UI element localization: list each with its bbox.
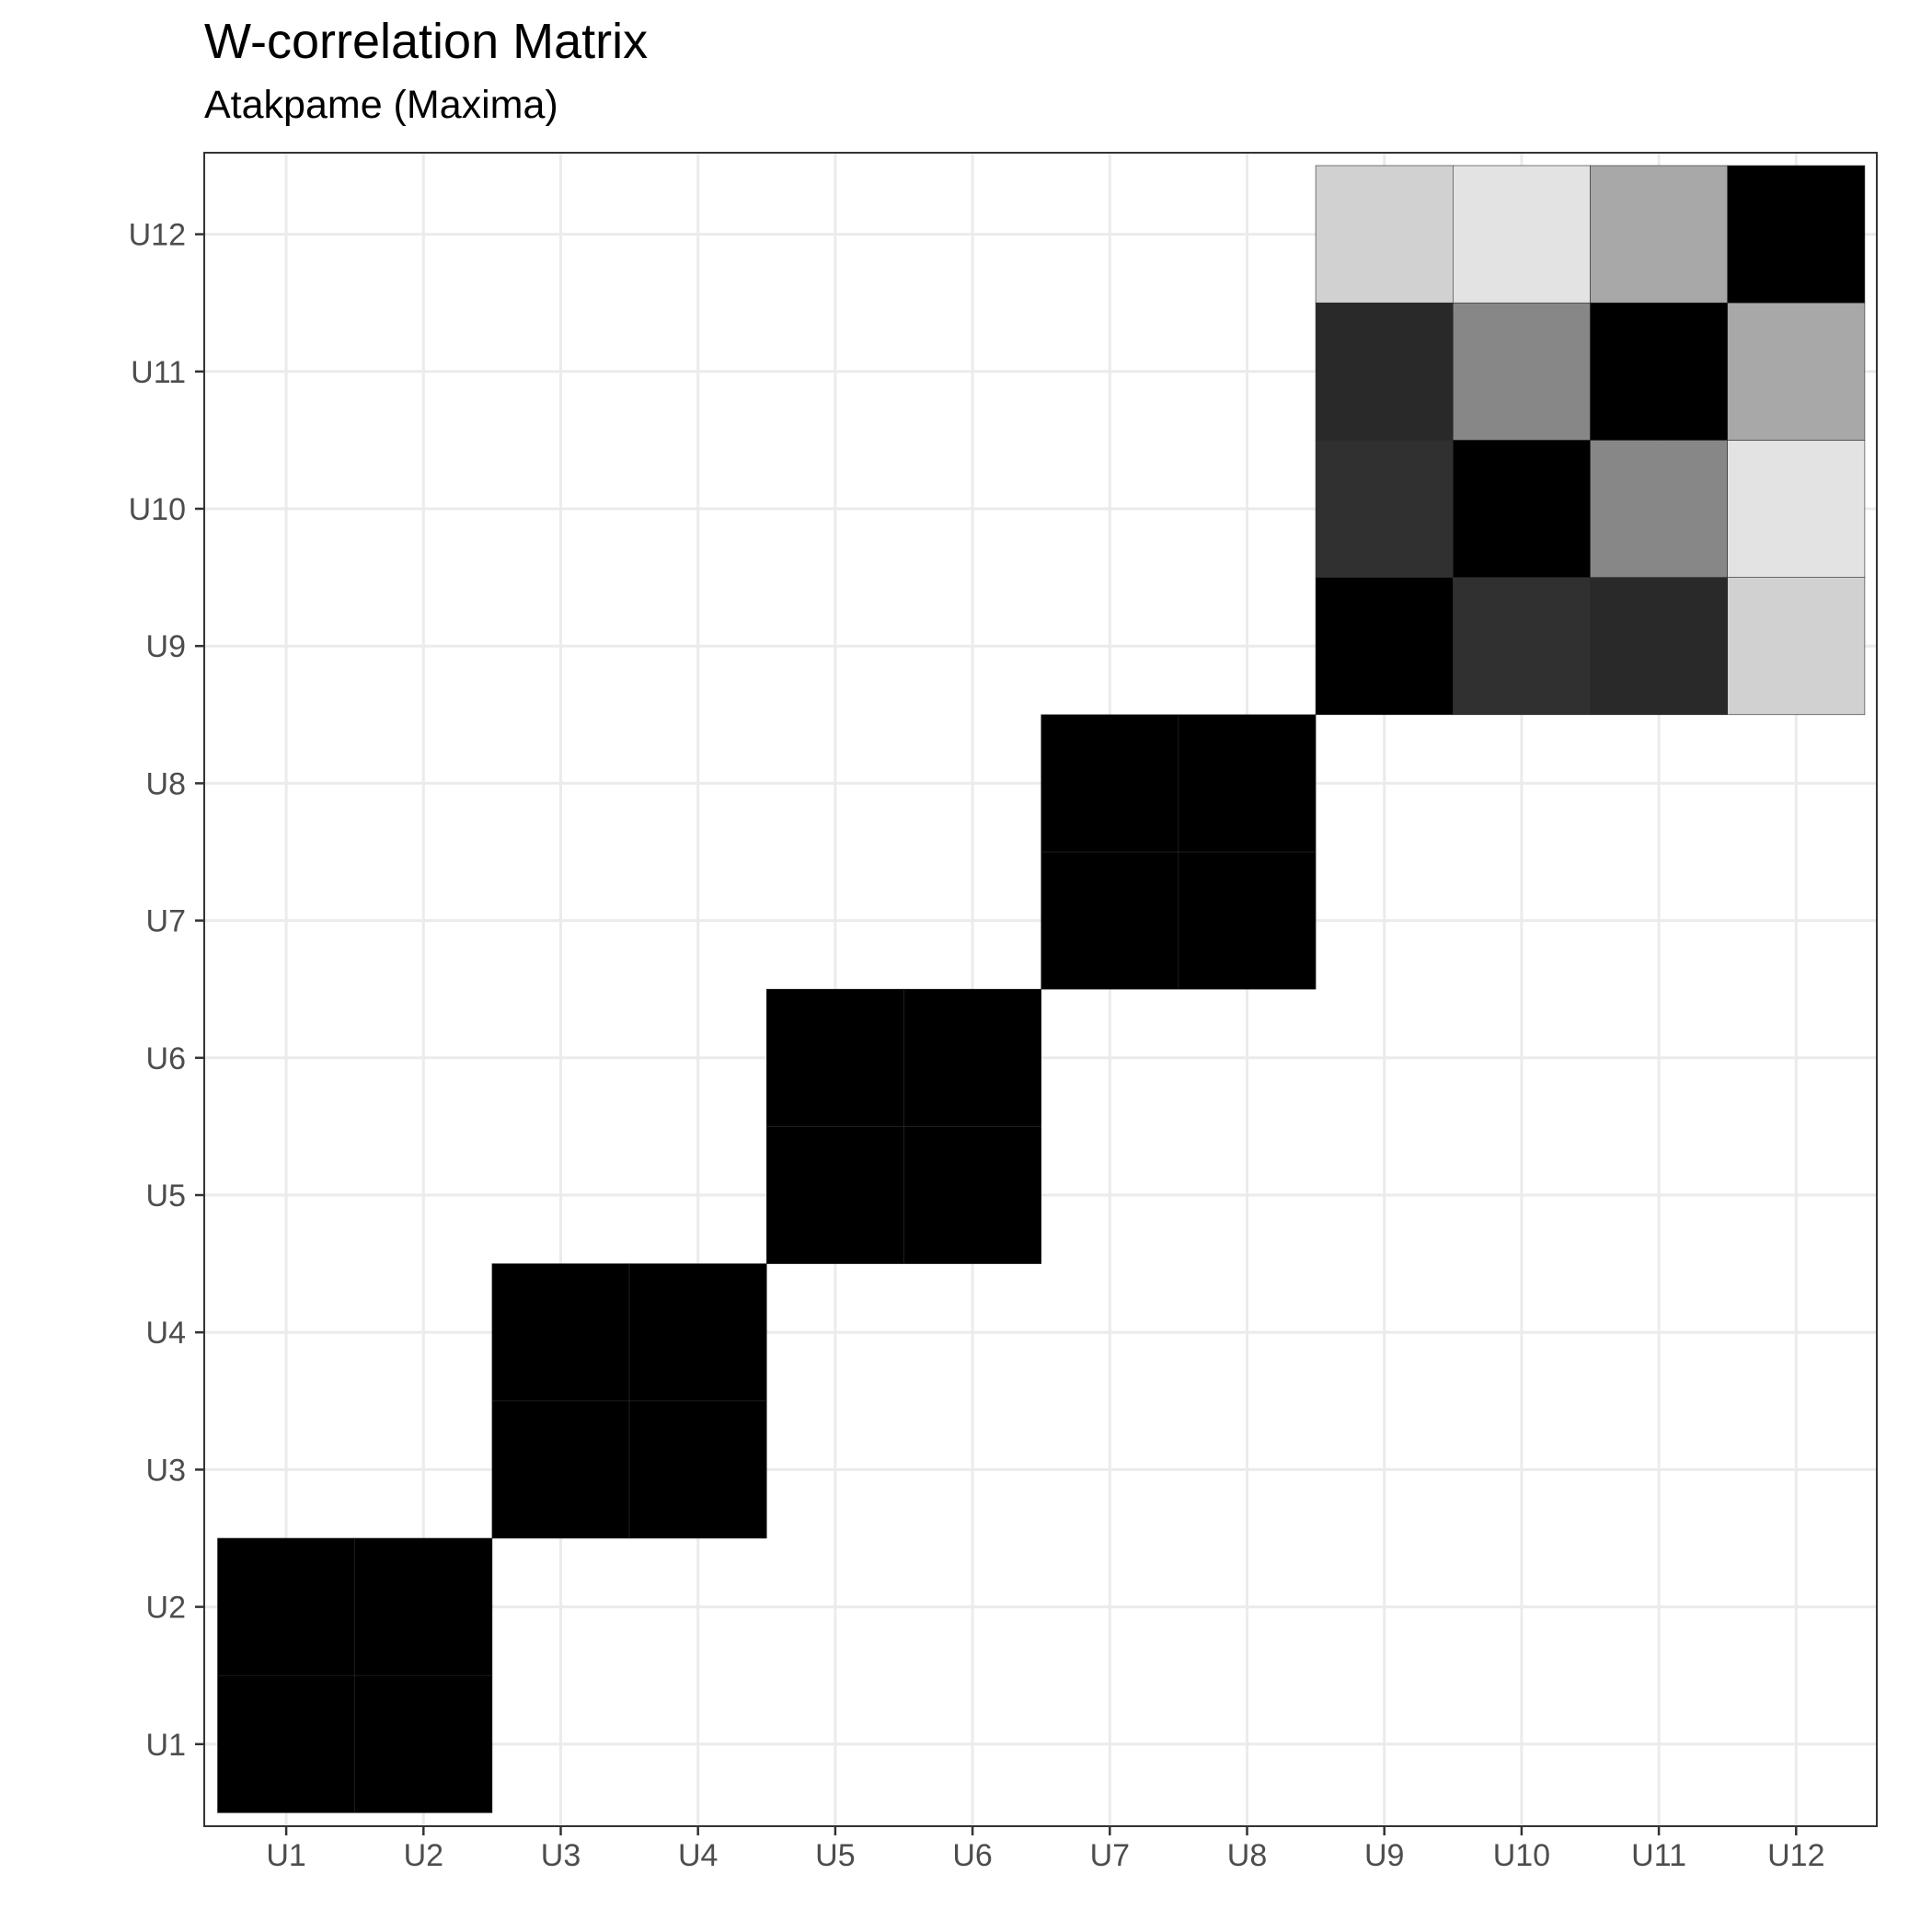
x-tick-label: U2	[404, 1838, 443, 1873]
x-tick-label: U12	[1767, 1838, 1824, 1873]
heatmap-cell-U5-U6	[903, 1126, 1041, 1264]
chart-title: W-correlation Matrix	[204, 14, 649, 69]
x-tick-label: U3	[541, 1838, 581, 1873]
heatmap-cell-U5-U5	[765, 1126, 904, 1264]
heatmap-cell-U2-U1	[217, 1537, 355, 1676]
heatmap-cell-U1-U1	[217, 1674, 355, 1813]
y-tick-label: U9	[146, 629, 186, 664]
y-tick-label: U12	[129, 218, 186, 253]
y-tick-label: U6	[146, 1041, 186, 1076]
x-tick-label: U6	[952, 1838, 992, 1873]
heatmap-cell-U9-U9	[1315, 577, 1454, 716]
heatmap-cell-U12-U9	[1315, 165, 1454, 304]
x-axis-tick-labels: U1 U2 U3 U4 U5 U6 U7 U8 U9 U10 U11 U12	[266, 1838, 1824, 1873]
y-tick-label: U11	[131, 355, 186, 390]
heatmap-cell-U8-U7	[1041, 714, 1179, 853]
heatmap-cell-U6-U6	[903, 988, 1041, 1127]
x-tick-label: U10	[1493, 1838, 1550, 1873]
heatmap-cell-U2-U2	[354, 1537, 493, 1676]
x-tick-label: U9	[1364, 1838, 1404, 1873]
y-tick-label: U4	[146, 1316, 186, 1351]
heatmap-cell-U9-U12	[1727, 577, 1866, 716]
heatmap-cell-U10-U10	[1453, 440, 1591, 578]
heatmap-cell-U11-U9	[1315, 302, 1454, 441]
heatmap-cell-U3-U4	[628, 1400, 767, 1539]
heatmap-cell-U9-U10	[1453, 577, 1591, 716]
y-tick-label: U8	[146, 766, 186, 801]
x-tick-label: U8	[1227, 1838, 1267, 1873]
y-tick-label: U3	[146, 1453, 186, 1488]
heatmap-cell-U12-U12	[1727, 165, 1866, 304]
panel-border	[203, 152, 1878, 1827]
x-tick-label: U1	[266, 1838, 305, 1873]
heatmap-cell-U9-U11	[1590, 577, 1728, 716]
heatmap-cell-U11-U11	[1590, 302, 1728, 441]
heatmap-cell-U7-U7	[1041, 851, 1179, 990]
heatmap-cell-U10-U9	[1315, 440, 1454, 578]
heatmap-cell-U11-U12	[1727, 302, 1866, 441]
heatmap-cell-U12-U11	[1590, 165, 1728, 304]
heatmap-cell-U6-U5	[765, 988, 904, 1127]
y-tick-label: U1	[146, 1728, 186, 1763]
heatmap-cell-U4-U4	[628, 1263, 767, 1402]
chart-subtitle: Atakpame (Maxima)	[204, 83, 558, 127]
x-tick-label: U4	[678, 1838, 718, 1873]
y-axis-tick-labels: U1 U2 U3 U4 U5 U6 U7 U8 U9 U10 U11 U12	[129, 218, 186, 1763]
y-tick-label: U10	[129, 492, 186, 527]
heatmap-cell-U3-U3	[491, 1400, 630, 1539]
y-tick-label: U5	[146, 1179, 186, 1213]
axis-ticks	[195, 233, 1798, 1835]
y-tick-label: U2	[146, 1591, 186, 1626]
y-tick-label: U7	[146, 904, 186, 939]
heatmap-cell-U8-U8	[1178, 714, 1317, 853]
heatmap-cell-U10-U12	[1727, 440, 1866, 578]
heatmap-cell-U1-U2	[354, 1674, 493, 1813]
heatmap-cell-U11-U10	[1453, 302, 1591, 441]
heatmap-cells	[217, 165, 1866, 1813]
heatmap-cell-U10-U11	[1590, 440, 1728, 578]
x-tick-label: U7	[1090, 1838, 1130, 1873]
heatmap-cell-U7-U8	[1178, 851, 1317, 990]
heatmap-cell-U12-U10	[1453, 165, 1591, 304]
x-tick-label: U5	[815, 1838, 855, 1873]
x-tick-label: U11	[1631, 1838, 1686, 1873]
heatmap-cell-U4-U3	[491, 1263, 630, 1402]
